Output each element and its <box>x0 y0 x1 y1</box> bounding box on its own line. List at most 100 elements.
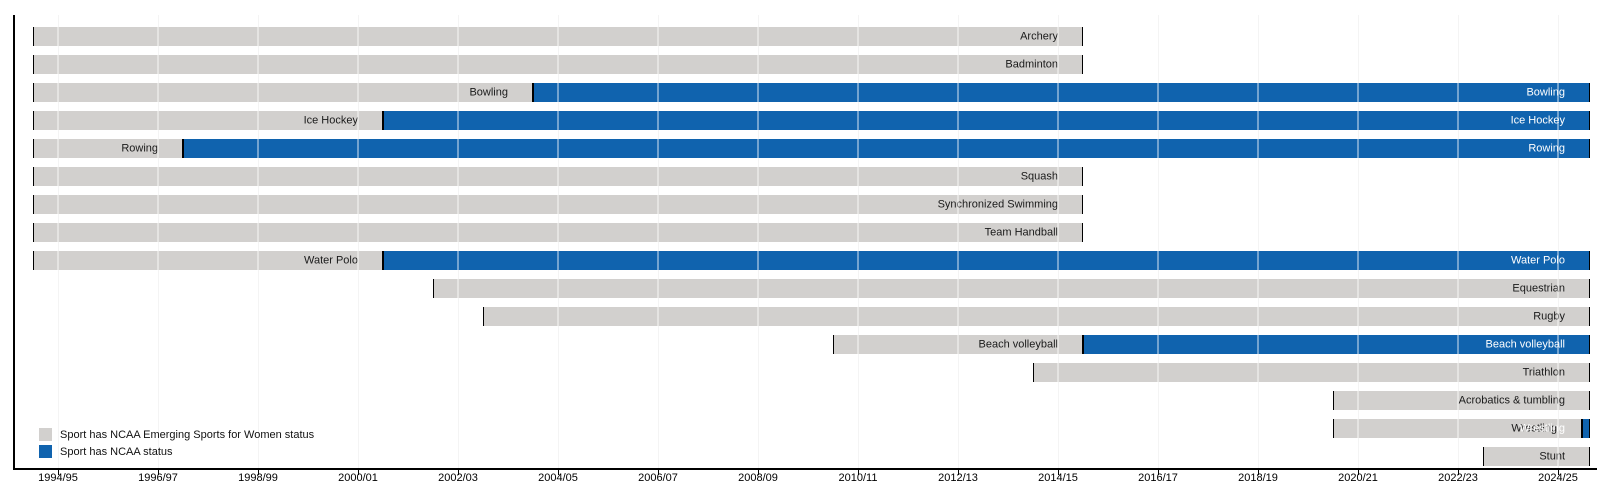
bar-label: Water Polo <box>1510 254 1565 266</box>
axis-tick <box>658 470 659 475</box>
gridline <box>1158 15 1159 468</box>
bar-segment-emerging: Squash <box>33 167 1083 186</box>
axis-tick-label: 2012/13 <box>938 472 978 484</box>
legend-swatch-ncaa <box>39 445 52 458</box>
bar-segment-emerging: Triathlon <box>1033 363 1590 382</box>
axis-tick-label: 2002/03 <box>438 472 478 484</box>
bar-label: Badminton <box>1005 58 1058 70</box>
gridline-overlay <box>957 15 959 468</box>
gridline-overlay <box>157 15 159 468</box>
bar-segment-emerging: Rugby <box>483 307 1590 326</box>
bar-segment-emerging: Synchronized Swimming <box>33 195 1083 214</box>
bar-segment-emerging: Team Handball <box>33 223 1083 242</box>
bar-segment-emerging: Acrobatics & tumbling <box>1333 391 1590 410</box>
bar-label: Ice Hockey <box>1510 114 1565 126</box>
axis-tick <box>1358 470 1359 475</box>
axis-tick <box>58 470 59 475</box>
bar-label: Archery <box>1020 30 1058 42</box>
bar-segment-emerging: Badminton <box>33 55 1083 74</box>
gridline-overlay <box>1257 15 1259 468</box>
gridline <box>1558 15 1559 468</box>
axis-tick-label: 2006/07 <box>638 472 678 484</box>
bar-label: Equestrian <box>1512 282 1565 294</box>
gridline-overlay <box>1457 15 1459 468</box>
axis-tick <box>1558 470 1559 475</box>
bar-segment-ncaa: Ice Hockey <box>383 111 1590 130</box>
bar-segment-emerging: Ice Hockey <box>33 111 383 130</box>
bar-label: Acrobatics & tumbling <box>1458 394 1565 406</box>
axis-tick <box>358 470 359 475</box>
gridline-overlay <box>57 15 59 468</box>
bar-label: Water Polo <box>303 254 358 266</box>
bar-label: Beach volleyball <box>978 338 1059 350</box>
legend-label: Sport has NCAA Emerging Sports for Women… <box>60 428 315 441</box>
gridline-overlay <box>857 15 859 468</box>
axis-tick-label: 1996/97 <box>138 472 178 484</box>
bar-segment-emerging: Rowing <box>33 139 183 158</box>
axis-tick-label: 2024/25 <box>1538 472 1578 484</box>
gridline <box>1458 15 1459 468</box>
axis-tick-label: 2000/01 <box>338 472 378 484</box>
legend-label: Sport has NCAA status <box>60 445 173 458</box>
bar-segment-emerging: Wrestling <box>1333 419 1582 438</box>
axis-tick <box>858 470 859 475</box>
axis-tick <box>458 470 459 475</box>
bar-label: Squash <box>1020 170 1058 182</box>
bar-label: Rowing <box>121 142 158 154</box>
bar-label: Ice Hockey <box>303 114 358 126</box>
bar-segment-ncaa: Bowling <box>533 83 1590 102</box>
bar-label: Wrestling <box>1519 422 1565 434</box>
axis-tick-label: 2010/11 <box>838 472 878 484</box>
axis-tick <box>1058 470 1059 475</box>
legend-item-ncaa: Sport has NCAA status <box>39 443 314 460</box>
axis-tick <box>1258 470 1259 475</box>
gridline-overlay <box>457 15 459 468</box>
bar-segment-ncaa: Rowing <box>183 139 1590 158</box>
legend-item-emerging: Sport has NCAA Emerging Sports for Women… <box>39 426 314 443</box>
axis-tick <box>1458 470 1459 475</box>
axis-tick <box>258 470 259 475</box>
axis-tick <box>958 470 959 475</box>
axis-tick <box>158 470 159 475</box>
gridline <box>1358 15 1359 468</box>
bar-segment-emerging: Bowling <box>33 83 533 102</box>
gridline-overlay <box>257 15 259 468</box>
gridline-overlay <box>357 15 359 468</box>
bar-segment-ncaa: Beach volleyball <box>1083 335 1590 354</box>
gridline-overlay <box>657 15 659 468</box>
bar-label: Rowing <box>1528 142 1565 154</box>
bar-segment-emerging: Water Polo <box>33 251 383 270</box>
legend: Sport has NCAA Emerging Sports for Women… <box>39 426 314 460</box>
bar-label: Rugby <box>1533 310 1565 322</box>
gridline-overlay <box>1557 15 1559 468</box>
bar-segment-emerging: Beach volleyball <box>833 335 1083 354</box>
axis-tick-label: 2008/09 <box>738 472 778 484</box>
y-axis-line <box>13 15 15 469</box>
bar-label: Wrestling <box>1511 422 1557 434</box>
bar-label: Bowling <box>469 86 508 98</box>
bar-segment-emerging: Stunt <box>1483 447 1590 466</box>
gridline-overlay <box>757 15 759 468</box>
axis-tick-label: 2014/15 <box>1038 472 1078 484</box>
axis-tick-label: 2020/21 <box>1338 472 1378 484</box>
axis-tick-label: 2022/23 <box>1438 472 1478 484</box>
axis-tick <box>1158 470 1159 475</box>
legend-swatch-emerging <box>39 428 52 441</box>
gridline <box>1258 15 1259 468</box>
bar-segment-ncaa: Wrestling <box>1519 419 1590 438</box>
bar-label: Beach volleyball <box>1485 338 1566 350</box>
axis-tick-label: 1998/99 <box>238 472 278 484</box>
bar-label: Triathlon <box>1522 366 1565 378</box>
axis-tick-label: 2004/05 <box>538 472 578 484</box>
axis-tick <box>558 470 559 475</box>
gridline-overlay <box>1357 15 1359 468</box>
axis-tick-label: 1994/95 <box>38 472 78 484</box>
gridline-overlay <box>557 15 559 468</box>
x-axis-line <box>13 468 1597 470</box>
bar-segment-ncaa: Water Polo <box>383 251 1590 270</box>
gridline-overlay <box>1057 15 1059 468</box>
axis-tick-label: 2016/17 <box>1138 472 1178 484</box>
bar-segment-emerging: Archery <box>33 27 1083 46</box>
bar-label: Stunt <box>1539 450 1565 462</box>
